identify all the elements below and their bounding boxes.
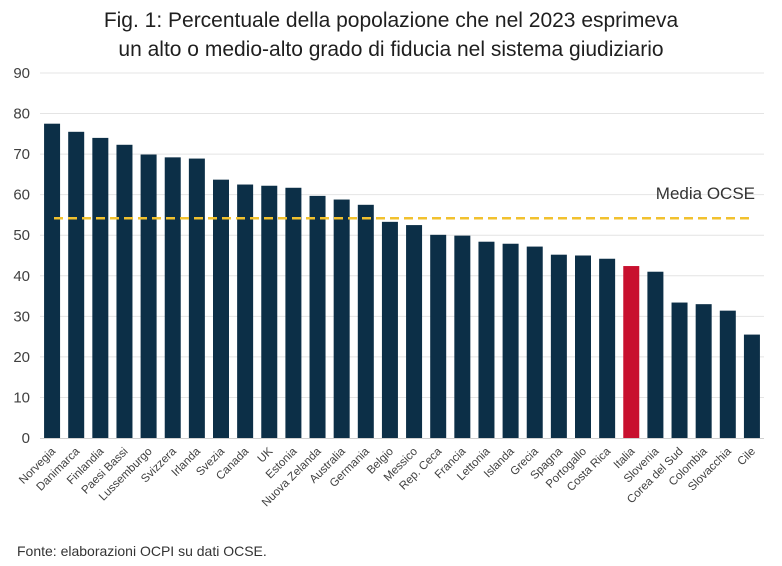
bar — [357, 204, 374, 438]
bar — [575, 255, 591, 438]
bar — [599, 258, 616, 438]
source-note: Fonte: elaborazioni OCPI su dati OCSE. — [17, 543, 267, 559]
bar — [526, 246, 543, 438]
bar — [285, 187, 302, 438]
bar — [188, 158, 205, 439]
bar — [406, 225, 423, 438]
bar — [213, 179, 229, 438]
bar — [309, 195, 326, 438]
bar — [140, 154, 157, 438]
bar — [44, 123, 61, 438]
bar — [502, 243, 519, 438]
bar — [719, 310, 736, 438]
bar — [68, 131, 85, 439]
bar — [164, 157, 181, 438]
bar — [333, 199, 350, 438]
bar — [671, 302, 688, 438]
bar — [454, 235, 471, 438]
x-tick-label: Cile — [736, 446, 758, 468]
y-tick-label: 0 — [22, 430, 30, 447]
chart-title-line-1: Fig. 1: Percentuale della popolazione ch… — [103, 9, 679, 32]
y-tick-label: 40 — [13, 268, 30, 285]
y-tick-label: 90 — [13, 65, 30, 82]
y-tick-label: 50 — [13, 227, 30, 244]
bar — [381, 221, 398, 438]
chart-title-line-2: un alto o medio-alto grado di fiducia ne… — [118, 38, 664, 61]
y-tick-label: 10 — [13, 389, 30, 406]
y-tick-label: 80 — [13, 106, 30, 123]
bar — [695, 304, 712, 438]
y-tick-label: 70 — [13, 146, 30, 163]
bar — [623, 266, 640, 438]
y-tick-label: 60 — [13, 187, 30, 204]
chart-title: Fig. 1: Percentuale della popolazione ch… — [0, 6, 782, 64]
bar — [237, 184, 254, 438]
bar — [116, 144, 133, 439]
bar — [647, 271, 664, 438]
bar — [430, 234, 447, 438]
y-tick-label: 30 — [13, 308, 30, 325]
bar — [261, 185, 278, 438]
bar — [550, 254, 567, 438]
bar — [478, 241, 495, 438]
bar — [743, 334, 760, 438]
y-tick-label: 20 — [13, 349, 30, 366]
reference-line-label: Media OCSE — [656, 184, 755, 203]
x-tick-label: UK — [256, 445, 276, 465]
bar — [92, 137, 109, 438]
